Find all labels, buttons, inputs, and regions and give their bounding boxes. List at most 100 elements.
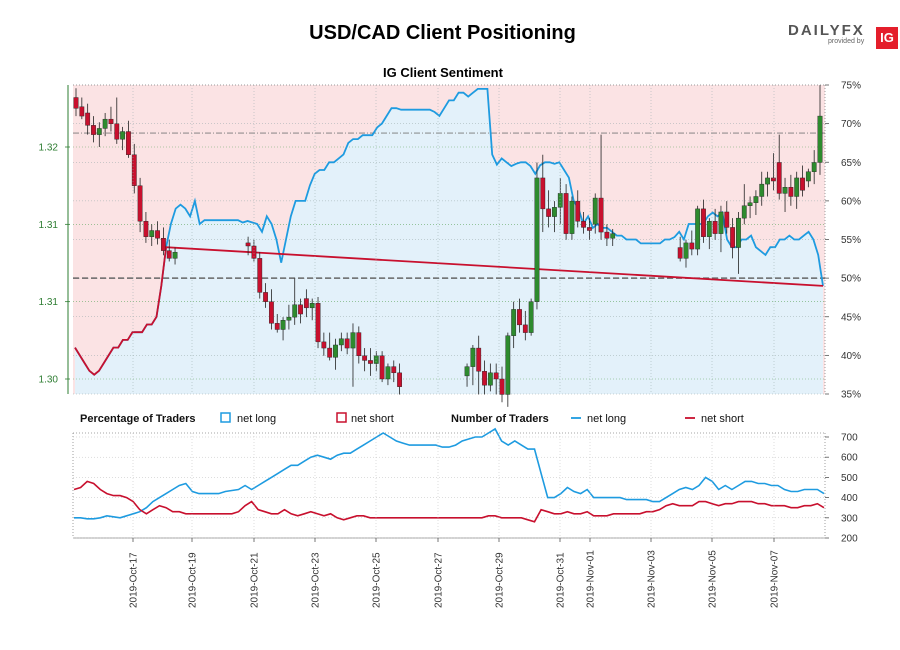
candle-body <box>137 185 143 222</box>
candle-body <box>487 372 493 386</box>
candle-body <box>677 247 683 259</box>
candle-body <box>263 292 268 302</box>
price-tick-label: 1.31 <box>39 220 59 231</box>
candle-body <box>362 355 368 361</box>
candle-body <box>257 258 263 293</box>
date-tick-label: 2019-Oct-27 <box>434 552 445 608</box>
candle-body <box>695 208 701 250</box>
candle-body <box>493 372 499 380</box>
candle-body <box>724 211 730 228</box>
candle-body <box>280 320 286 330</box>
candle-body <box>298 304 303 315</box>
brand-wordmark: DAILYFX <box>788 22 865 39</box>
date-tick-label: 2019-Oct-21 <box>250 552 261 608</box>
sentiment-panel: 35% 40% 45% 50% 55% 60% 65% 70% 75% 1.30 1.31 1.31 1… <box>39 81 861 407</box>
pct-tick-label: 55% <box>841 235 861 246</box>
date-tick-label: 2019-Oct-17 <box>129 552 140 608</box>
pct-tick-label: 40% <box>841 351 861 362</box>
traders-net-short-line <box>73 480 825 523</box>
candle-body <box>528 301 534 333</box>
candle-body <box>269 301 274 324</box>
candle-body <box>143 221 149 237</box>
date-tick-label: 2019-Oct-19 <box>188 552 199 608</box>
pct-tick-label: 35% <box>841 390 861 401</box>
candle-body <box>79 106 85 117</box>
candle-body <box>368 360 373 364</box>
candle-body <box>765 177 770 185</box>
date-tick-label: 2019-Oct-23 <box>311 552 322 608</box>
candle-body <box>286 316 292 321</box>
candle-body <box>391 366 397 374</box>
candle-body <box>569 200 575 234</box>
candle-body <box>747 202 753 206</box>
candle-body <box>350 332 356 349</box>
dailyfx-logo: DAILYFX provided by IG <box>788 22 900 50</box>
candle-body <box>303 298 309 309</box>
candle-body <box>592 197 598 225</box>
candle-body <box>309 303 315 309</box>
candle-body <box>327 347 333 358</box>
date-tick-label: 2019-Oct-29 <box>495 552 506 608</box>
date-axis: 2019-Oct-17 2019-Oct-19 2019-Oct-21 2019-Oc… <box>129 85 781 608</box>
date-tick-label: 2019-Nov-07 <box>770 550 781 608</box>
candle-body <box>120 131 126 140</box>
date-tick-label: 2019-Nov-01 <box>586 550 597 608</box>
pct-tick-label: 45% <box>841 312 861 323</box>
candle-body <box>517 309 522 326</box>
candle-body <box>373 355 379 364</box>
legend-num-short-label: net short <box>701 413 744 425</box>
date-tick-label: 2019-Nov-03 <box>647 550 658 608</box>
price-tick-label: 1.30 <box>39 375 59 386</box>
candle-body <box>683 242 689 259</box>
traders-tick-label: 600 <box>841 453 858 464</box>
candle-body <box>344 338 350 349</box>
candle-body <box>379 355 385 380</box>
traders-net-long-line <box>74 427 825 520</box>
candle-body <box>712 221 718 234</box>
candle-body <box>155 230 160 239</box>
candle-body <box>718 211 724 234</box>
candle-body <box>522 324 528 333</box>
traders-tick-label: 300 <box>841 513 858 524</box>
candle-body <box>470 347 476 367</box>
candle-body <box>776 162 782 194</box>
candle-body <box>587 227 592 231</box>
candle-body <box>315 303 321 343</box>
candle-body <box>770 177 776 182</box>
candle-body <box>385 366 391 380</box>
date-tick-label: 2019-Nov-05 <box>708 550 719 608</box>
legend: Percentage of Traders net long net short Nu… <box>80 412 744 425</box>
legend-num-heading: Number of Traders <box>451 413 549 425</box>
candle-body <box>274 323 280 330</box>
candle-body <box>131 154 137 186</box>
candle-body <box>102 118 108 129</box>
candle-body <box>96 128 102 135</box>
candle-body <box>817 115 823 163</box>
candle-body <box>563 193 569 234</box>
pct-tick-label: 65% <box>841 158 861 169</box>
candle-body <box>540 177 546 210</box>
pct-tick-label: 70% <box>841 119 861 130</box>
candle-body <box>160 238 166 251</box>
candle-body <box>251 245 257 259</box>
sentiment-subtitle: IG Client Sentiment <box>383 65 504 80</box>
legend-pct-long-label: net long <box>237 413 276 425</box>
chart-title: USD/CAD Client Positioning <box>309 22 576 44</box>
candle-body <box>741 205 747 219</box>
candle-body <box>546 208 552 217</box>
pct-tick-label: 60% <box>841 196 861 207</box>
candle-body <box>552 207 557 217</box>
candle-body <box>245 242 251 247</box>
candle-body <box>482 371 487 386</box>
traders-tick-label: 200 <box>841 534 858 545</box>
candle-body <box>794 177 800 197</box>
candle-body <box>149 230 155 237</box>
candle-body <box>701 208 706 237</box>
candle-body <box>689 242 695 250</box>
traders-tick-label: 400 <box>841 493 858 504</box>
candle-body <box>172 251 178 259</box>
candle-body <box>575 200 581 222</box>
net-long-area <box>75 88 823 395</box>
legend-pct-long-swatch <box>220 412 231 423</box>
